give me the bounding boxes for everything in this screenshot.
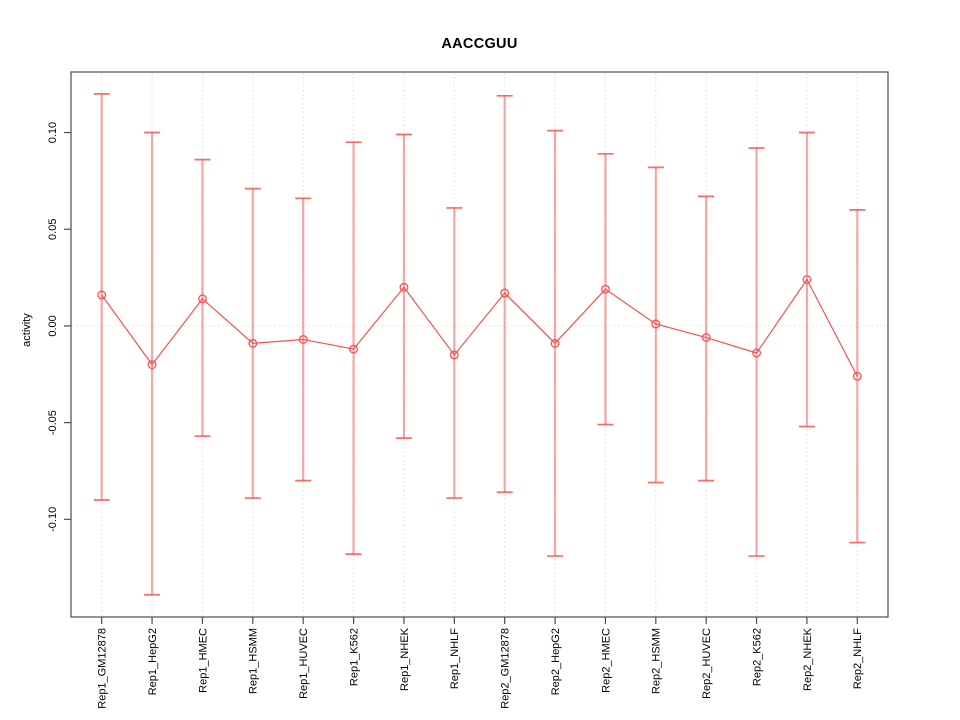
x-category-label: Rep1_NHEK bbox=[399, 627, 411, 691]
y-tick-label: 0.05 bbox=[47, 219, 59, 240]
x-category-label: Rep2_NHLF bbox=[852, 628, 864, 689]
data-point bbox=[449, 350, 459, 360]
y-tick-label: -0.10 bbox=[47, 507, 59, 532]
series-line bbox=[101, 278, 858, 377]
data-point bbox=[248, 338, 258, 348]
data-point bbox=[147, 360, 157, 370]
data-point bbox=[852, 371, 862, 381]
data-point bbox=[97, 290, 107, 300]
x-category-label: Rep1_HUVEC bbox=[298, 628, 310, 699]
x-category-label: Rep2_K562 bbox=[751, 628, 763, 686]
data-point bbox=[298, 335, 308, 344]
x-category-label: Rep2_HMEC bbox=[600, 628, 612, 693]
y-tick-label: 0.00 bbox=[47, 315, 59, 336]
x-category-label: Rep1_HSMM bbox=[248, 628, 260, 694]
x-category-label: Rep2_HepG2 bbox=[550, 628, 562, 695]
data-point bbox=[802, 275, 812, 284]
chart-title: AACCGUU bbox=[441, 36, 518, 52]
data-point bbox=[752, 348, 762, 358]
x-category-label: Rep2_GM12878 bbox=[500, 628, 512, 709]
data-point bbox=[550, 338, 560, 348]
data-point bbox=[399, 282, 409, 292]
data-point bbox=[651, 319, 661, 329]
y-tick-label: 0.10 bbox=[47, 122, 59, 143]
x-category-label: Rep2_HUVEC bbox=[701, 628, 713, 699]
x-category-label: Rep1_HepG2 bbox=[147, 628, 159, 695]
data-point bbox=[701, 333, 711, 342]
data-point bbox=[500, 288, 510, 298]
x-category-label: Rep2_HSMM bbox=[651, 628, 663, 694]
data-point bbox=[349, 344, 359, 354]
plot-frame bbox=[70, 71, 889, 618]
x-category-label: Rep2_NHEK bbox=[802, 627, 814, 691]
x-category-label: Rep1_K562 bbox=[348, 628, 360, 686]
data-point bbox=[600, 284, 610, 294]
x-category-label: Rep1_GM12878 bbox=[97, 628, 109, 709]
data-point bbox=[197, 294, 207, 304]
x-category-label: Rep1_HMEC bbox=[197, 628, 209, 693]
x-category-label: Rep1_NHLF bbox=[449, 628, 461, 689]
y-tick-label: -0.05 bbox=[47, 410, 59, 435]
